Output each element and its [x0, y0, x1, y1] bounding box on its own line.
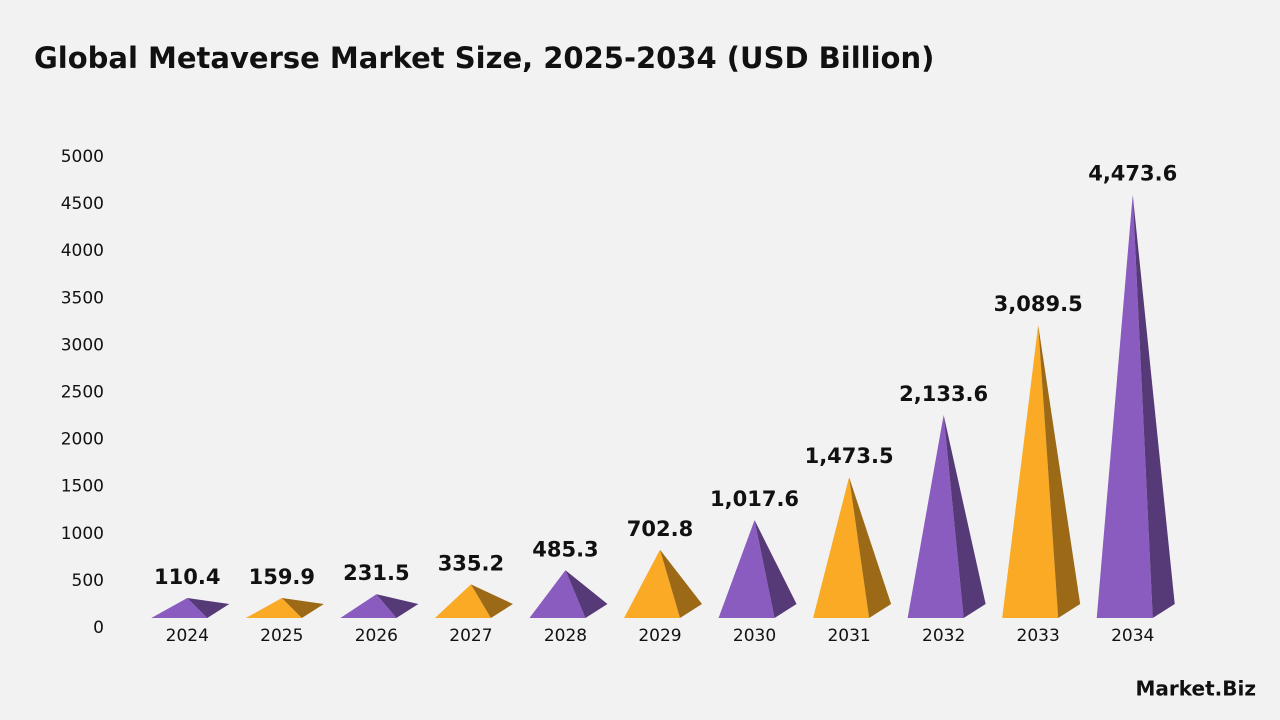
pyramid-side-face — [1132, 194, 1175, 618]
x-tick-label: 2027 — [449, 626, 492, 646]
pyramid-front-face — [1002, 324, 1059, 618]
x-tick-label: 2033 — [1017, 626, 1060, 646]
pyramid — [1096, 194, 1175, 618]
pyramid — [434, 584, 513, 618]
pyramid-front-face — [340, 594, 397, 618]
pyramid — [151, 598, 230, 618]
chart-title: Global Metaverse Market Size, 2025-2034 … — [34, 41, 934, 75]
pyramid-side-face — [660, 549, 702, 618]
pyramid-side-face — [943, 415, 986, 618]
pyramid-side-face — [470, 584, 513, 618]
value-label: 335.2 — [438, 551, 504, 575]
pyramid-side-face — [376, 594, 419, 618]
value-label: 231.5 — [343, 561, 409, 585]
y-tick-label: 1000 — [61, 524, 104, 544]
value-label: 159.9 — [249, 565, 315, 589]
value-label: 3,089.5 — [994, 292, 1083, 316]
pyramid — [718, 520, 797, 618]
x-tick-label: 2034 — [1111, 626, 1154, 646]
y-tick-label: 2500 — [61, 383, 104, 403]
value-label: 4,473.6 — [1088, 162, 1177, 186]
x-tick-label: 2030 — [733, 626, 776, 646]
pyramid — [340, 594, 419, 618]
x-tick-label: 2029 — [638, 626, 681, 646]
logo: Market.Biz — [1136, 677, 1257, 701]
y-tick-label: 3500 — [61, 288, 104, 308]
pyramid-side-face — [281, 598, 324, 618]
y-tick-label: 0 — [93, 618, 104, 638]
value-label: 2,133.6 — [899, 382, 988, 406]
y-tick-label: 4000 — [61, 241, 104, 261]
pyramid-front-face — [813, 477, 870, 618]
value-label: 110.4 — [154, 565, 220, 589]
x-tick-label: 2026 — [355, 626, 398, 646]
y-tick-label: 5000 — [61, 147, 104, 167]
pyramid-front-face — [907, 415, 964, 618]
pyramid — [813, 477, 892, 618]
pyramid-side-face — [754, 520, 797, 618]
value-label: 702.8 — [627, 517, 693, 541]
y-tick-label: 500 — [72, 571, 104, 591]
pyramid — [624, 549, 702, 618]
y-tick-label: 1500 — [61, 477, 104, 497]
pyramid-side-face — [187, 598, 230, 618]
pyramid-side-face — [1038, 324, 1081, 618]
y-tick-label: 4500 — [61, 194, 104, 214]
pyramid — [907, 415, 986, 618]
pyramid — [245, 598, 324, 618]
pyramid-front-face — [529, 570, 586, 618]
pyramid-front-face — [1096, 194, 1153, 618]
pyramid-front-face — [151, 598, 208, 618]
x-tick-label: 2025 — [260, 626, 303, 646]
pyramid-side-face — [849, 477, 892, 618]
pyramid — [529, 570, 608, 618]
pyramid-front-face — [624, 549, 680, 618]
x-tick-label: 2024 — [166, 626, 209, 646]
pyramid-front-face — [718, 520, 775, 618]
pyramid-front-face — [245, 598, 302, 618]
x-tick-label: 2028 — [544, 626, 587, 646]
pyramid-side-face — [565, 570, 608, 618]
y-tick-label: 3000 — [61, 335, 104, 355]
y-tick-label: 2000 — [61, 430, 104, 450]
value-label: 1,017.6 — [710, 487, 799, 511]
value-label: 485.3 — [532, 537, 598, 561]
x-tick-label: 2031 — [827, 626, 870, 646]
value-label: 1,473.5 — [805, 444, 894, 468]
x-tick-label: 2032 — [922, 626, 965, 646]
pyramid-front-face — [434, 584, 491, 618]
pyramid — [1002, 324, 1081, 618]
